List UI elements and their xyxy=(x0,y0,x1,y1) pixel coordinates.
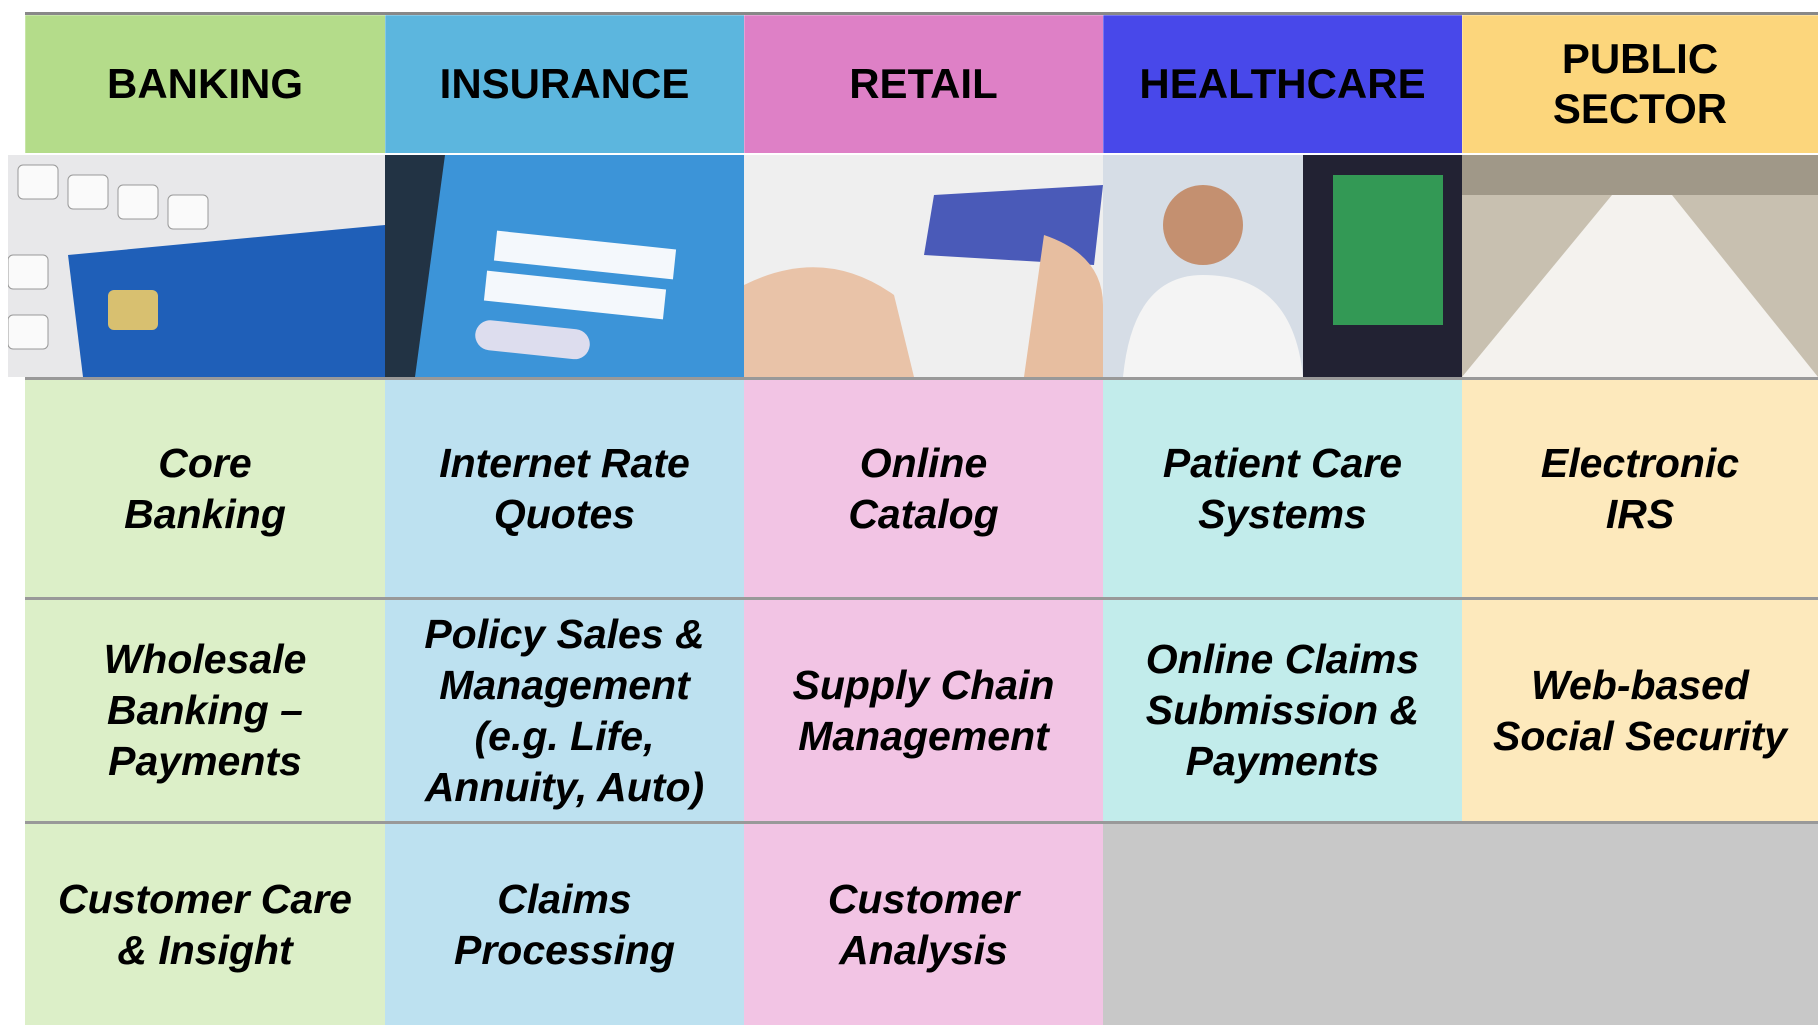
solution-cell: Customer Analysis xyxy=(744,821,1103,1025)
column-header: RETAIL xyxy=(744,12,1103,153)
solution-cell: Internet Rate Quotes xyxy=(385,377,744,597)
public-sector-photo xyxy=(1462,155,1818,377)
healthcare-photo xyxy=(1103,155,1462,377)
solution-cell: Online Claims Submission & Payments xyxy=(1103,597,1462,821)
solution-cell: Web-based Social Security xyxy=(1462,597,1818,821)
solution-cell: Customer Care & Insight xyxy=(25,821,385,1025)
column-header: BANKING xyxy=(25,12,385,153)
insurance-photo xyxy=(385,155,744,377)
empty-cell xyxy=(1462,821,1818,1025)
solution-cell: Claims Processing xyxy=(385,821,744,1025)
solution-cell: Supply Chain Management xyxy=(744,597,1103,821)
solution-cell: Policy Sales & Management (e.g. Life, An… xyxy=(385,597,744,821)
empty-cell xyxy=(1103,821,1462,1025)
column-header: HEALTHCARE xyxy=(1103,12,1462,153)
solution-cell: Online Catalog xyxy=(744,377,1103,597)
solution-cell: Patient Care Systems xyxy=(1103,377,1462,597)
banking-photo xyxy=(8,155,385,377)
retail-photo xyxy=(744,155,1103,377)
solution-cell: Electronic IRS xyxy=(1462,377,1818,597)
solution-cell: Wholesale Banking – Payments xyxy=(25,597,385,821)
column-header: PUBLIC SECTOR xyxy=(1462,12,1818,153)
solution-cell: Core Banking xyxy=(25,377,385,597)
column-header: INSURANCE xyxy=(385,12,744,153)
